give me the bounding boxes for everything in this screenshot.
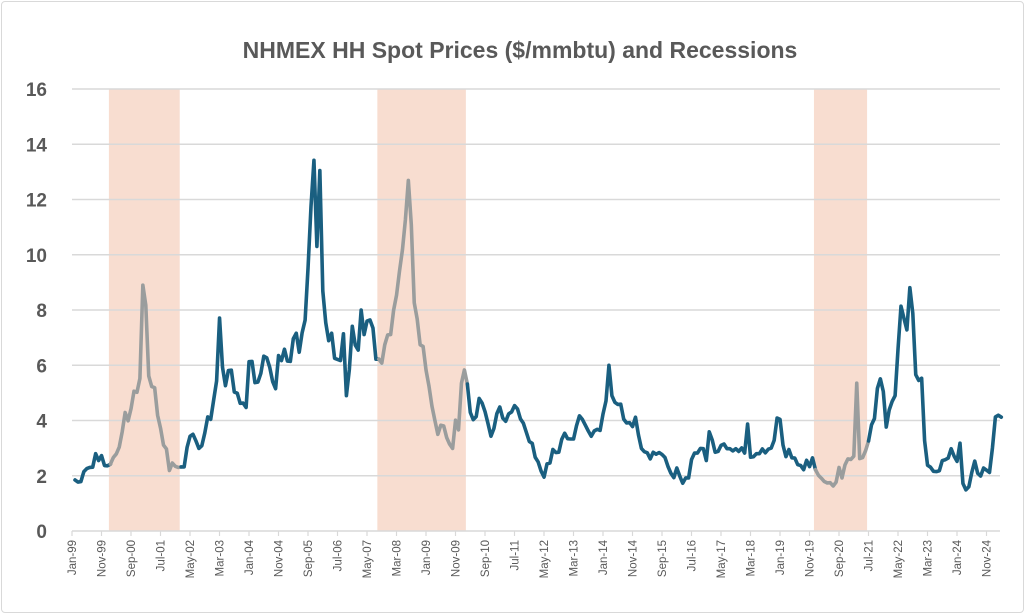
x-tick-label: Mar-03 [215,540,227,576]
x-tick-label: Jul-11 [510,540,522,570]
x-tick-label: Jan-24 [952,539,964,575]
y-tick-label: 12 [26,191,47,212]
x-tick-label: Nov-99 [97,540,109,577]
x-tick-label: Jul-06 [333,540,345,571]
x-tick-label: Nov-14 [628,539,640,577]
x-axis: Jan-99 Nov-99 Sep-00 Jul-01 May-02 Mar-03 Jan-… [67,531,994,578]
series-line-recession [813,381,871,488]
x-tick-label: Sep-00 [126,540,138,577]
x-tick-label: Mar-18 [746,540,758,576]
x-tick-label: Sep-10 [480,540,492,577]
x-tick-label: Sep-05 [303,540,315,577]
series-line [179,158,381,469]
chart-title: NHMEX HH Spot Prices ($/mmbtu) and Reces… [243,37,798,63]
x-tick-label: May-07 [362,540,374,578]
series-line [465,363,818,486]
x-tick-label: Nov-24 [982,539,994,577]
price-series [73,158,1004,492]
y-tick-label: 2 [36,467,47,488]
x-tick-label: Nov-19 [805,540,817,577]
x-tick-label: Jan-19 [775,540,787,575]
x-tick-label: Nov-09 [451,540,463,577]
y-axis-ticks: 0 2 4 6 8 10 12 14 16 [26,80,48,543]
x-tick-label: Mar-13 [569,540,581,576]
y-tick-label: 10 [26,246,47,267]
y-tick-label: 6 [36,356,47,377]
series-line-recession [377,178,470,451]
x-tick-label: May-17 [716,540,728,578]
x-tick-label: Jul-16 [687,540,699,571]
x-tick-label: Mar-08 [392,540,404,576]
x-tick-label: Jan-14 [598,539,610,575]
series-line-recession [108,283,183,473]
x-tick-label: Jan-99 [67,540,79,575]
y-tick-label: 8 [36,301,47,322]
x-tick-label: Jan-04 [244,539,256,575]
series-line [73,451,113,484]
x-tick-label: Nov-04 [274,539,286,577]
x-tick-label: May-12 [539,540,551,578]
x-tick-label: Sep-15 [657,540,669,577]
x-tick-label: Mar-23 [923,540,935,576]
x-tick-label: Sep-20 [834,540,846,577]
x-tick-label: May-22 [893,540,905,578]
y-tick-label: 4 [36,412,47,433]
y-tick-label: 0 [36,522,47,543]
x-tick-label: May-02 [185,540,197,578]
gridlines [72,88,1000,532]
x-tick-label: Jul-21 [864,540,876,571]
x-tick-label: Jan-09 [421,540,433,575]
x-tick-label: Jul-01 [156,540,168,571]
series-line [866,285,1004,492]
y-tick-label: 16 [26,80,47,101]
y-tick-label: 14 [26,135,48,156]
